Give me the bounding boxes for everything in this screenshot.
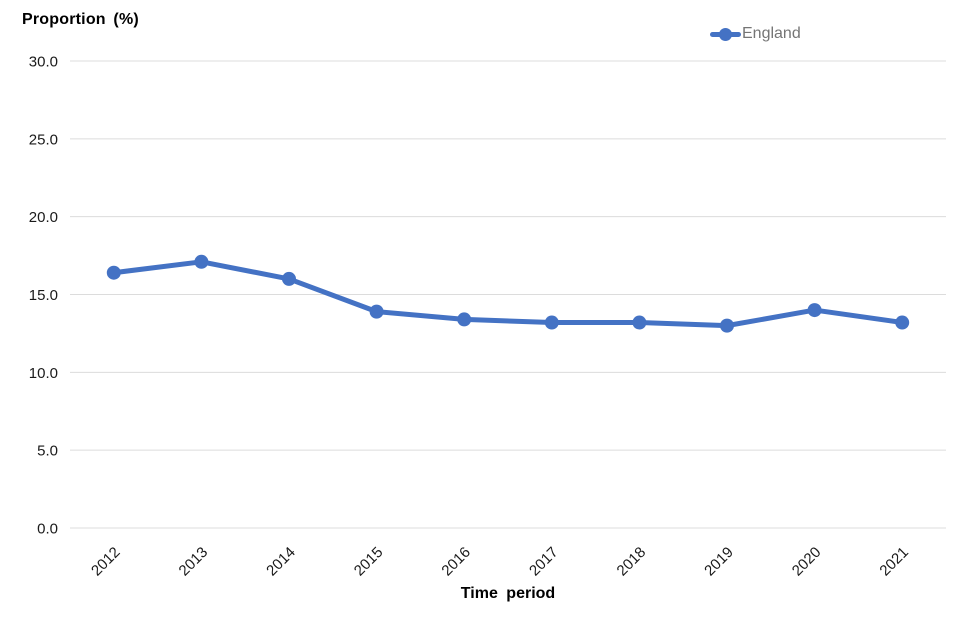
y-axis-title: Proportion (%) [22,11,139,28]
legend-dot-icon [719,27,732,41]
y-axis-tick-label: 0.0 [37,521,58,538]
y-axis-tick-label: 25.0 [29,131,58,148]
series-line-england[interactable] [111,259,905,329]
x-axis-tick-label: 2015 [351,544,387,580]
data-point-2015[interactable] [369,304,384,319]
legend[interactable]: England [710,25,801,43]
data-point-2019[interactable] [720,318,734,333]
data-point-2021[interactable] [895,315,910,330]
x-axis-tick-label: 2021 [876,544,912,580]
legend-series-label: England [742,25,801,42]
x-axis-tick-label: 2012 [88,544,124,580]
x-axis-tick-label: 2018 [614,544,650,580]
x-axis-tick-label: 2020 [789,544,825,580]
data-point-2016[interactable] [457,312,472,327]
data-point-2020[interactable] [807,303,822,318]
y-axis-tick-label: 20.0 [29,209,58,226]
data-point-2014[interactable] [282,271,296,286]
y-axis-tick-label: 30.0 [29,54,58,71]
x-axis-tick-label: 2014 [263,544,299,580]
x-axis-tick-label: 2013 [176,544,212,580]
legend-line-marker-icon [710,27,741,41]
data-point-2012[interactable] [106,265,121,280]
x-axis-tick-label: 2019 [701,544,737,580]
data-point-2017[interactable] [544,315,559,330]
y-axis-tick-label: 5.0 [37,443,58,460]
y-axis-tick-label: 15.0 [29,287,58,304]
data-point-2013[interactable] [194,254,209,269]
data-point-2018[interactable] [632,315,647,330]
y-axis-tick-label: 10.0 [29,365,58,382]
x-axis-title: Time period [460,585,556,602]
x-axis-tick-label: 2017 [526,544,562,580]
x-axis-tick-label: 2016 [438,544,474,580]
